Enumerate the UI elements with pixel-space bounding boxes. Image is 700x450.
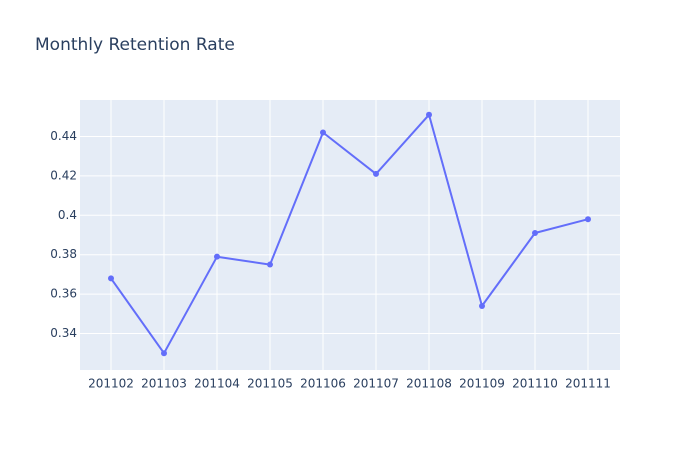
- data-point[interactable]: [532, 230, 538, 237]
- y-tick-label: 0.42: [50, 168, 77, 182]
- plot-area: [80, 100, 620, 370]
- y-tick-label: 0.36: [50, 287, 77, 301]
- y-gridlines: [80, 135, 620, 335]
- x-tick-label: 201104: [194, 377, 240, 391]
- data-point[interactable]: [320, 129, 326, 136]
- x-gridlines: [110, 100, 589, 370]
- data-point[interactable]: [585, 216, 591, 223]
- y-tick-label: 0.44: [50, 129, 77, 143]
- data-point[interactable]: [479, 302, 485, 309]
- data-point[interactable]: [373, 170, 379, 177]
- x-tick-label: 201103: [141, 377, 187, 391]
- series-line: [110, 113, 589, 355]
- x-tick-label: 201110: [512, 377, 558, 391]
- data-point[interactable]: [426, 111, 432, 118]
- y-tick-label: 0.34: [50, 326, 77, 340]
- x-tick-label: 201111: [565, 377, 611, 391]
- data-point[interactable]: [161, 350, 167, 357]
- x-tick-label: 201108: [406, 377, 452, 391]
- x-axis: 201102 201103 201104 201105 201106 201107 2011…: [88, 377, 611, 391]
- y-axis: 0.34 0.36 0.38 0.4 0.42 0.44: [50, 129, 77, 340]
- y-tick-label: 0.4: [58, 208, 77, 222]
- x-tick-label: 201109: [459, 377, 505, 391]
- data-point[interactable]: [267, 261, 273, 268]
- chart-title: Monthly Retention Rate: [35, 35, 235, 55]
- x-tick-label: 201107: [353, 377, 399, 391]
- y-tick-label: 0.38: [50, 247, 77, 261]
- series-layer: [108, 111, 591, 357]
- data-point[interactable]: [214, 253, 220, 260]
- x-tick-label: 201102: [88, 377, 134, 391]
- x-tick-label: 201106: [300, 377, 346, 391]
- x-tick-label: 201105: [247, 377, 293, 391]
- data-point[interactable]: [108, 275, 114, 282]
